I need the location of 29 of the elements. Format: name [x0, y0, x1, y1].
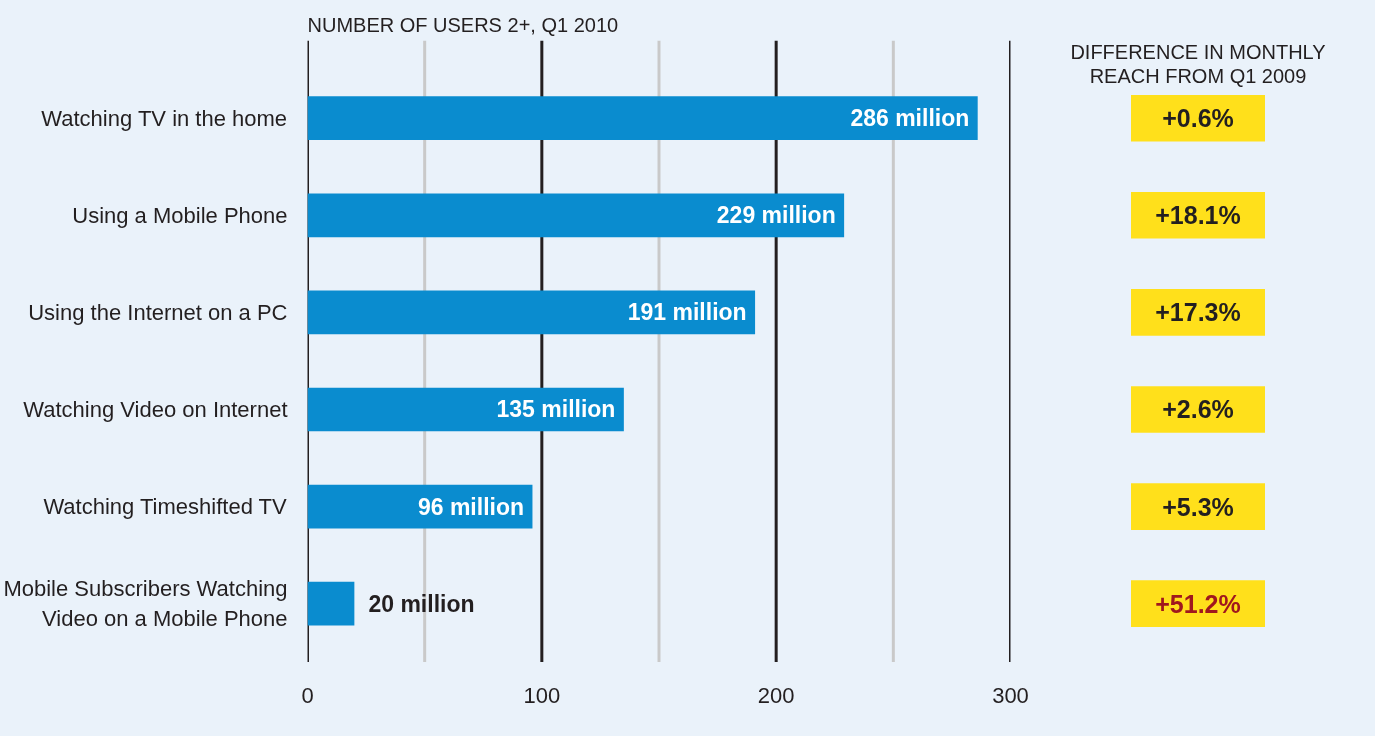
text: +51.2%: [1155, 589, 1241, 618]
y-tick-label: Using the Internet on a PC: [28, 299, 288, 325]
data-label: 286 million: [850, 105, 970, 132]
text: +2.6%: [1162, 395, 1234, 424]
data-label: 191 million: [627, 299, 747, 326]
text: +17.3%: [1155, 298, 1241, 327]
y-tick-label: Mobile Subscribers Watching Video on a Mobile Phone: [3, 576, 288, 632]
x-tick-label: 100: [523, 682, 561, 708]
bar: [307, 96, 978, 141]
data-label: 96 million: [417, 493, 525, 520]
y-tick-label: Watching Timeshifted TV: [43, 494, 288, 520]
y-tick-label: Watching Video on Internet: [23, 396, 288, 422]
bar: [307, 290, 756, 335]
text: +18.1%: [1155, 201, 1241, 230]
data-label: 135 million: [496, 396, 616, 423]
data-label: 229 million: [716, 202, 836, 229]
x-tick-label: 0: [301, 682, 314, 708]
text: +5.3%: [1162, 492, 1234, 521]
y-tick-label: Watching TV in the home: [41, 105, 288, 131]
text: DIFFERENCE IN MONTHLY REACH FROM Q1 2009: [1070, 41, 1326, 88]
bar: [307, 193, 845, 238]
y-tick-label: Using a Mobile Phone: [72, 202, 288, 228]
bar: [307, 581, 355, 626]
x-tick-label: 300: [992, 682, 1029, 708]
bar: [307, 387, 624, 432]
chart-title: NUMBER OF USERS 2+, Q1 2010: [307, 13, 619, 36]
x-tick-label: 200: [757, 682, 795, 708]
text: +0.6%: [1162, 104, 1234, 133]
data-label: 20 million: [368, 590, 475, 617]
